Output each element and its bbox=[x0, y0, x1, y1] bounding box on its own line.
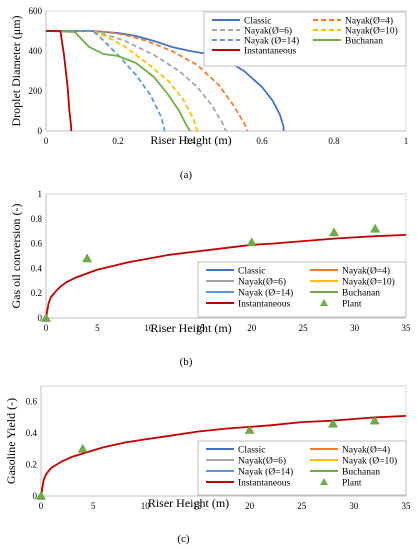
legend-label: Nayak (Ø=14) bbox=[238, 467, 293, 478]
chart-2: 0 5 10 15 20 25 30 35 0 0.2 0.4 0.6 Riser Height (m)… bbox=[4, 385, 412, 545]
legend-label: Classic bbox=[238, 446, 265, 456]
x-tick-label: 20 bbox=[247, 323, 257, 333]
plant-point bbox=[244, 424, 255, 434]
x-tick-label: 10 bbox=[141, 501, 151, 511]
legend-label: Classic bbox=[244, 17, 271, 27]
series-line-3 bbox=[46, 30, 199, 132]
x-tick-label: 0 bbox=[39, 501, 44, 511]
panel-label: (b) bbox=[180, 356, 193, 368]
panel-label: (a) bbox=[180, 169, 193, 181]
plant-point bbox=[329, 227, 339, 237]
x-tick-label: 0.6 bbox=[256, 136, 268, 146]
y-tick-label: 0.2 bbox=[31, 288, 42, 298]
legend-label: Plant bbox=[342, 300, 362, 310]
legend-label: Instantaneous bbox=[244, 47, 297, 57]
y-tick-label: 200 bbox=[29, 86, 43, 96]
x-tick-label: 0 bbox=[44, 136, 49, 146]
series-line-6 bbox=[40, 415, 407, 497]
y-tick-label: 400 bbox=[29, 46, 43, 56]
y-tick-label: 0.2 bbox=[26, 460, 37, 470]
x-tick-label: 1 bbox=[404, 136, 409, 146]
plant-point bbox=[328, 418, 338, 428]
legend-label: Nayak (Ø=14) bbox=[238, 288, 293, 299]
series-line-6 bbox=[45, 234, 407, 319]
x-tick-label: 35 bbox=[402, 323, 412, 333]
legend: Classic Nayak(Ø=4) Nayak(Ø=6) Nayak(Ø=10) Na… bbox=[203, 11, 407, 67]
x-tick-label: 15 bbox=[196, 323, 206, 333]
series-line-1 bbox=[46, 30, 249, 132]
x-tick-label: 0.2 bbox=[112, 136, 123, 146]
legend-label: Nayak(Ø=6) bbox=[238, 456, 286, 467]
x-tick-label: 5 bbox=[95, 323, 100, 333]
legend-label: Plant bbox=[342, 479, 362, 489]
x-tick-label: 25 bbox=[299, 323, 309, 333]
legend-marker bbox=[320, 478, 328, 485]
series-line-2 bbox=[46, 30, 227, 132]
y-tick-label: 0.4 bbox=[26, 428, 38, 438]
legend: Classic Nayak(Ø=4) Nayak(Ø=6) Nayak (Ø=10) N… bbox=[197, 440, 407, 496]
legend-label: Nayak(Ø=4) bbox=[345, 16, 393, 27]
y-tick-label: 1 bbox=[38, 189, 43, 199]
x-tick-label: 35 bbox=[402, 501, 412, 511]
series-line-5 bbox=[45, 30, 191, 132]
x-tick-label: 10 bbox=[144, 323, 154, 333]
y-axis-label: Gas oil conversion (-) bbox=[9, 204, 23, 309]
y-tick-label: 0.8 bbox=[31, 214, 43, 224]
legend-label: Instantaneous bbox=[238, 300, 291, 310]
x-tick-label: 0.4 bbox=[184, 136, 196, 146]
y-axis-label: Gasoline Yield (-) bbox=[4, 398, 18, 484]
chart-0: 0 0.2 0.4 0.6 0.8 1 0 200 400 600 Riser Height (m)… bbox=[9, 6, 408, 181]
x-tick-label: 15 bbox=[193, 501, 203, 511]
legend-label: Buchanan bbox=[342, 289, 380, 299]
y-tick-label: 0 bbox=[38, 313, 43, 323]
series-line-6 bbox=[46, 30, 73, 131]
x-tick-label: 20 bbox=[245, 501, 255, 511]
plant-point bbox=[82, 253, 93, 263]
legend-label: Nayak(Ø=4) bbox=[342, 266, 390, 277]
x-tick-label: 0.8 bbox=[328, 136, 340, 146]
plant-point bbox=[77, 443, 88, 453]
legend-marker bbox=[320, 299, 328, 306]
legend-label: Buchanan bbox=[345, 37, 383, 47]
x-axis-label: Riser Height (m) bbox=[150, 133, 231, 147]
legend-label: Instantaneous bbox=[238, 479, 291, 489]
legend-label: Buchanan bbox=[342, 468, 380, 478]
chart-1: 0 5 10 15 20 25 30 35 0 0.2 0.4 0.6 0.8 1 Riser Height… bbox=[9, 189, 411, 368]
y-tick-label: 0 bbox=[38, 126, 43, 136]
x-axis-label: Riser Height (m) bbox=[150, 321, 231, 335]
panel-label: (c) bbox=[177, 533, 190, 545]
plant-point bbox=[370, 223, 381, 233]
y-tick-label: 0.4 bbox=[31, 263, 43, 273]
x-tick-label: 5 bbox=[91, 501, 96, 511]
y-tick-label: 0.6 bbox=[26, 397, 38, 407]
legend-box bbox=[197, 261, 407, 318]
plant-point bbox=[36, 490, 46, 500]
legend-label: Nayak(Ø=4) bbox=[342, 445, 390, 456]
y-axis-label: Droplet Diameter (μm) bbox=[9, 15, 23, 126]
plant-point bbox=[41, 312, 51, 322]
legend-label: Classic bbox=[238, 267, 265, 277]
x-tick-label: 0 bbox=[44, 323, 49, 333]
y-tick-label: 0 bbox=[33, 491, 38, 501]
x-axis-label: Riser Height (m) bbox=[148, 496, 229, 510]
y-tick-label: 600 bbox=[29, 6, 43, 16]
legend-label: Nayak (Ø=10) bbox=[342, 456, 397, 467]
y-tick-label: 0.6 bbox=[31, 239, 43, 249]
legend-label: Nayak(Ø=10) bbox=[342, 277, 395, 288]
legend-label: Nayak(Ø=6) bbox=[238, 277, 286, 288]
x-tick-label: 30 bbox=[350, 323, 360, 333]
plant-point bbox=[369, 415, 380, 425]
plant-point bbox=[246, 237, 257, 247]
x-tick-label: 30 bbox=[349, 501, 359, 511]
legend-label: Nayak(Ø=6) bbox=[244, 26, 292, 37]
legend-label: Nayak(Ø=10) bbox=[345, 26, 398, 37]
legend-label: Nayak (Ø=14) bbox=[244, 36, 299, 47]
legend: Classic Nayak(Ø=4) Nayak(Ø=6) Nayak(Ø=10) Na… bbox=[197, 261, 407, 318]
series-line-4 bbox=[46, 30, 166, 132]
x-tick-label: 25 bbox=[297, 501, 307, 511]
